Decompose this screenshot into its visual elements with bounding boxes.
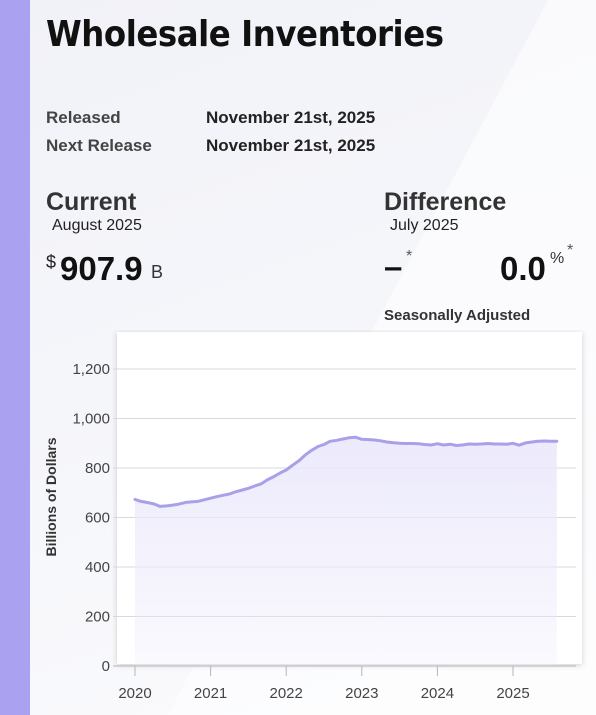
y-tick-label: 1,200 (72, 361, 110, 378)
x-tick-label: 2023 (345, 685, 378, 702)
y-tick-label: 0 (102, 658, 110, 675)
difference-percent-sign: % (550, 250, 565, 267)
y-tick-label: 800 (85, 460, 110, 477)
x-tick-label: 2024 (421, 685, 454, 702)
seasonally-adjusted-note: Seasonally Adjusted (384, 307, 531, 324)
difference-period: July 2025 (390, 217, 459, 234)
next-release-value: November 21st, 2025 (206, 136, 376, 155)
currency-symbol: $ (46, 252, 57, 272)
y-tick-label: 200 (85, 609, 110, 626)
difference-percent-mark: * (567, 242, 574, 259)
difference-heading: Difference (384, 188, 507, 216)
y-tick-label: 1,000 (72, 411, 110, 428)
x-tick-label: 2020 (118, 685, 151, 702)
x-tick-label: 2022 (270, 685, 303, 702)
page-title: Wholesale Inventories (46, 14, 444, 55)
difference-absolute-mark: * (406, 248, 413, 265)
current-unit: B (151, 262, 164, 282)
x-tick-label: 2025 (496, 685, 529, 702)
difference-absolute: – (384, 248, 403, 285)
y-axis-label: Billions of Dollars (43, 437, 59, 556)
current-heading: Current (46, 188, 137, 216)
series-line (133, 435, 559, 508)
released-value: November 21st, 2025 (206, 108, 376, 127)
inventories-chart: 0 200 400 600 800 1,000 1,200 2020 2021 2022 2023 2… (43, 332, 582, 702)
next-release-label: Next Release (46, 136, 152, 155)
current-period: August 2025 (52, 217, 142, 234)
x-tick-label: 2021 (194, 685, 227, 702)
y-tick-label: 400 (85, 559, 110, 576)
area-fill (135, 437, 557, 666)
accent-bar (0, 0, 30, 715)
current-value: 907.9 (60, 250, 143, 287)
difference-percent: 0.0 (500, 250, 546, 287)
released-label: Released (46, 108, 121, 127)
y-tick-label: 600 (85, 510, 110, 527)
